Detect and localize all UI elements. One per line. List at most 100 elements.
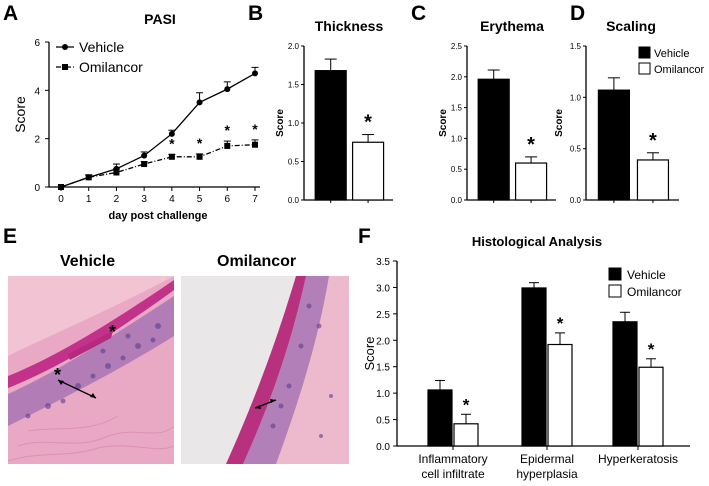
data-point-omilancor <box>224 142 231 149</box>
data-point-vehicle <box>252 70 258 77</box>
legend-label-vehicle-f: Vehicle <box>627 268 666 282</box>
bar-vehicle <box>521 287 547 447</box>
y-tick-label-b: 2.0 <box>288 42 300 51</box>
y-axis-label-d: Score <box>554 109 565 137</box>
legend-marker-vehicle <box>62 44 68 50</box>
series-line-omilancor <box>60 144 256 188</box>
x-tick-label-a: 0 <box>58 194 64 205</box>
y-tick-label-c: 0.0 <box>451 196 463 205</box>
legend-label-omilancor-d: Omilancor <box>654 64 704 76</box>
category-label-f: Epidermal <box>520 452 574 466</box>
significance-marker-a: * <box>197 135 203 151</box>
y-tick-label-f: 3.0 <box>376 283 390 294</box>
panel-label-b: B <box>248 2 263 25</box>
y-tick-label-d: 1.0 <box>570 93 582 102</box>
y-tick-label-a: 2 <box>34 135 40 146</box>
bar-omilancor <box>638 366 664 447</box>
chart-title-histological-analysis: Histological Analysis <box>472 234 602 249</box>
bar-vehicle <box>314 70 347 201</box>
y-tick-label-a: 0 <box>34 183 40 194</box>
data-point-omilancor <box>113 169 120 176</box>
y-tick-label-c: 2.0 <box>451 73 463 82</box>
bar-omilancor <box>514 162 548 201</box>
significance-marker-a: * <box>225 122 231 138</box>
y-tick-label-f: 0.0 <box>376 442 390 453</box>
y-tick-label-c: 1.0 <box>451 134 463 143</box>
y-tick-label-d: 1.5 <box>570 42 582 51</box>
chart-title-thickness: Thickness <box>315 18 384 34</box>
bar-omilancor <box>547 343 573 447</box>
legend-swatch-omilancor-d <box>638 62 651 75</box>
significance-marker-a: * <box>169 135 175 151</box>
category-label-f: Hyperkeratosis <box>598 452 678 466</box>
legend-label-vehicle-d: Vehicle <box>654 48 689 60</box>
category-label-f: Inflammatory <box>418 452 487 466</box>
bar-vehicle <box>597 89 631 201</box>
histology-asterisk-1: * <box>109 322 117 342</box>
y-tick-label-f: 1.5 <box>376 363 390 374</box>
x-tick-label-a: 4 <box>169 194 175 205</box>
data-point-omilancor <box>252 141 258 148</box>
y-axis-label-b: Score <box>275 109 286 137</box>
data-point-vehicle <box>141 152 148 159</box>
data-point-omilancor <box>85 174 92 181</box>
chart-title-pasi: PASI <box>144 11 176 27</box>
significance-marker-f: * <box>557 314 564 333</box>
x-tick-label-a: 1 <box>86 194 92 205</box>
x-tick-label-a: 3 <box>141 194 147 205</box>
y-tick-label-d: 0.5 <box>570 145 582 154</box>
legend-label-a: Vehicle <box>79 39 124 55</box>
histology-vehicle-drawing <box>8 276 174 464</box>
legend-label-a: Omilancor <box>79 59 143 75</box>
y-tick-label-f: 1.0 <box>376 389 390 400</box>
data-point-vehicle <box>168 130 175 137</box>
y-tick-label-f: 2.0 <box>376 336 390 347</box>
histology-omilancor-label: Omilancor <box>217 253 297 270</box>
significance-marker-f: * <box>463 395 470 414</box>
y-axis-label-c: Score <box>438 109 449 137</box>
x-tick-label-a: 2 <box>114 194 120 205</box>
panel-label-e: E <box>3 225 17 248</box>
y-axis-label-a: Score <box>12 96 28 133</box>
significance-marker-a: * <box>252 121 258 137</box>
y-tick-label-c: 2.5 <box>451 42 463 51</box>
x-tick-label-a: 7 <box>252 194 258 205</box>
y-tick-label-b: 1.0 <box>288 119 300 128</box>
data-point-omilancor <box>168 153 175 160</box>
panel-label-a: A <box>3 2 18 25</box>
y-tick-label-f: 0.5 <box>376 416 390 427</box>
panel-label-c: C <box>411 2 426 25</box>
category-label-f: cell infiltrate <box>421 467 485 481</box>
y-tick-label-f: 3.5 <box>376 257 390 268</box>
panel-label-d: D <box>570 2 585 25</box>
histology-omilancor-drawing <box>181 276 349 464</box>
y-tick-label-b: 1.5 <box>288 81 300 90</box>
data-point-omilancor <box>58 184 64 190</box>
bar-vehicle <box>427 389 453 447</box>
bar-vehicle <box>477 78 510 201</box>
y-axis-label-f: Score <box>362 337 377 371</box>
significance-marker-f: * <box>648 340 655 359</box>
bar-vehicle <box>612 321 638 447</box>
data-point-omilancor <box>196 153 203 160</box>
chart-title-erythema: Erythema <box>480 18 544 34</box>
y-tick-label-a: 4 <box>34 86 40 97</box>
y-tick-label-a: 6 <box>34 38 40 49</box>
bar-omilancor <box>351 141 385 201</box>
category-label-f: hyperplasia <box>516 467 578 481</box>
panel-label-f: F <box>358 225 371 248</box>
y-tick-label-b: 0.0 <box>288 196 300 205</box>
significance-marker-d: * <box>649 130 657 152</box>
bar-omilancor <box>636 159 670 201</box>
histology-image-vehicle <box>8 276 174 464</box>
x-tick-label-a: 6 <box>225 194 231 205</box>
significance-marker-c: * <box>527 134 535 156</box>
significance-marker-b: * <box>364 112 372 134</box>
data-point-omilancor <box>141 161 148 168</box>
histology-asterisk-2: * <box>54 365 62 385</box>
x-tick-label-a: 5 <box>197 194 203 205</box>
data-point-vehicle <box>224 86 231 93</box>
x-axis-label-a: day post challenge <box>108 210 207 222</box>
y-tick-label-c: 0.5 <box>451 165 463 174</box>
